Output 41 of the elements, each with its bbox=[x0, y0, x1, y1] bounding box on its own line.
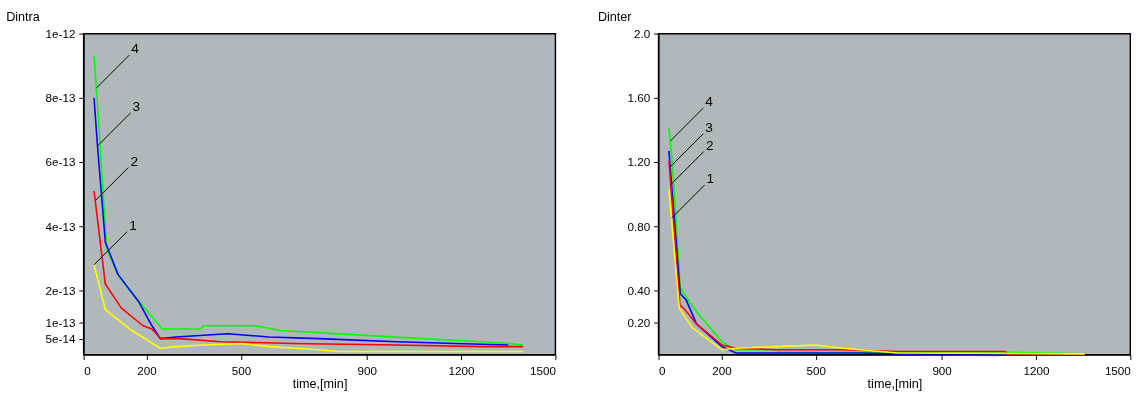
x-axis-title: time,[min] bbox=[867, 377, 923, 392]
x-tick-label: 1500 bbox=[529, 363, 557, 377]
line-series bbox=[93, 97, 510, 346]
y-tick-label: 5e-14 bbox=[45, 331, 76, 345]
line-series bbox=[93, 190, 524, 348]
x-tick-label: 1200 bbox=[448, 363, 476, 377]
x-tick-label: 1200 bbox=[1023, 363, 1050, 377]
annotation: 3 bbox=[132, 98, 141, 114]
y-tick-label: 0.80 bbox=[627, 219, 651, 233]
y-tick-label: 2.0 bbox=[634, 27, 651, 41]
annotation: 1 bbox=[129, 217, 137, 233]
y-tick-label: 6e-13 bbox=[45, 155, 76, 169]
y-tick-label: 8e-13 bbox=[45, 91, 76, 105]
line-series bbox=[93, 55, 524, 346]
y-tick-label: 1e-12 bbox=[45, 27, 76, 41]
annotation: 2 bbox=[130, 153, 138, 169]
x-tick-label: 900 bbox=[357, 363, 378, 377]
x-tick-label: 200 bbox=[712, 363, 733, 377]
y-tick-label: 0.40 bbox=[627, 283, 651, 297]
x-tick-label: 900 bbox=[932, 363, 953, 377]
chart-title: Dinter bbox=[597, 10, 632, 24]
y-tick-label: 4e-13 bbox=[45, 219, 76, 233]
x-axis-title: time,[min] bbox=[292, 377, 348, 392]
x-tick-label: 500 bbox=[231, 363, 252, 377]
x-tick-label: 500 bbox=[806, 363, 827, 377]
x-tick-label: 1500 bbox=[1104, 363, 1132, 377]
y-tick-label: 2e-13 bbox=[45, 283, 76, 297]
y-tick-label: 0.20 bbox=[627, 315, 651, 329]
annotation: 3 bbox=[705, 119, 713, 135]
annotation: 4 bbox=[131, 41, 140, 57]
line-series bbox=[93, 263, 524, 353]
chart-title: Dintra bbox=[6, 10, 41, 24]
x-tick-label: 0 bbox=[659, 363, 667, 377]
annotation: 2 bbox=[705, 137, 714, 153]
y-tick-label: 1.20 bbox=[627, 155, 651, 169]
x-tick-label: 0 bbox=[84, 363, 92, 377]
x-tick-label: 200 bbox=[137, 363, 158, 377]
annotation: 4 bbox=[705, 94, 714, 110]
annotation: 1 bbox=[706, 171, 715, 187]
y-tick-label: 1e-13 bbox=[45, 315, 76, 329]
y-tick-label: 1.60 bbox=[627, 91, 651, 105]
